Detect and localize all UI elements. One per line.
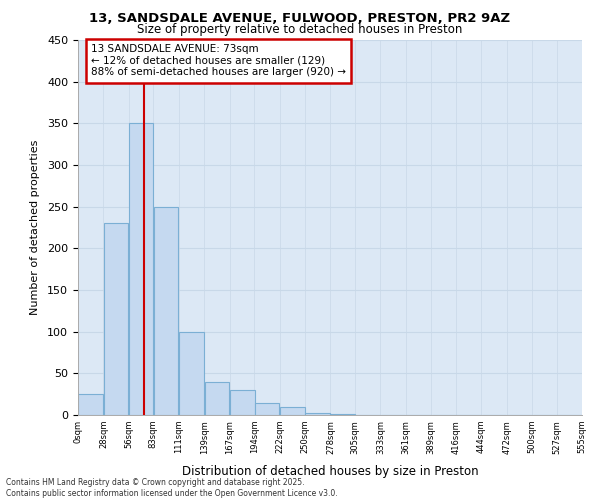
Text: 13 SANDSDALE AVENUE: 73sqm
← 12% of detached houses are smaller (129)
88% of sem: 13 SANDSDALE AVENUE: 73sqm ← 12% of deta…: [91, 44, 346, 78]
Bar: [330, 414, 355, 415]
Y-axis label: Number of detached properties: Number of detached properties: [30, 140, 40, 315]
Bar: [230, 390, 254, 415]
Bar: [305, 414, 330, 415]
Text: Contains HM Land Registry data © Crown copyright and database right 2025.
Contai: Contains HM Land Registry data © Crown c…: [6, 478, 338, 498]
Bar: [129, 124, 154, 415]
Bar: [79, 394, 103, 415]
Bar: [254, 402, 279, 415]
Text: Size of property relative to detached houses in Preston: Size of property relative to detached ho…: [137, 22, 463, 36]
Bar: [179, 332, 204, 415]
Bar: [205, 382, 229, 415]
Bar: [154, 206, 178, 415]
Text: 13, SANDSDALE AVENUE, FULWOOD, PRESTON, PR2 9AZ: 13, SANDSDALE AVENUE, FULWOOD, PRESTON, …: [89, 12, 511, 26]
Bar: [104, 224, 128, 415]
X-axis label: Distribution of detached houses by size in Preston: Distribution of detached houses by size …: [182, 465, 478, 478]
Bar: [280, 406, 305, 415]
